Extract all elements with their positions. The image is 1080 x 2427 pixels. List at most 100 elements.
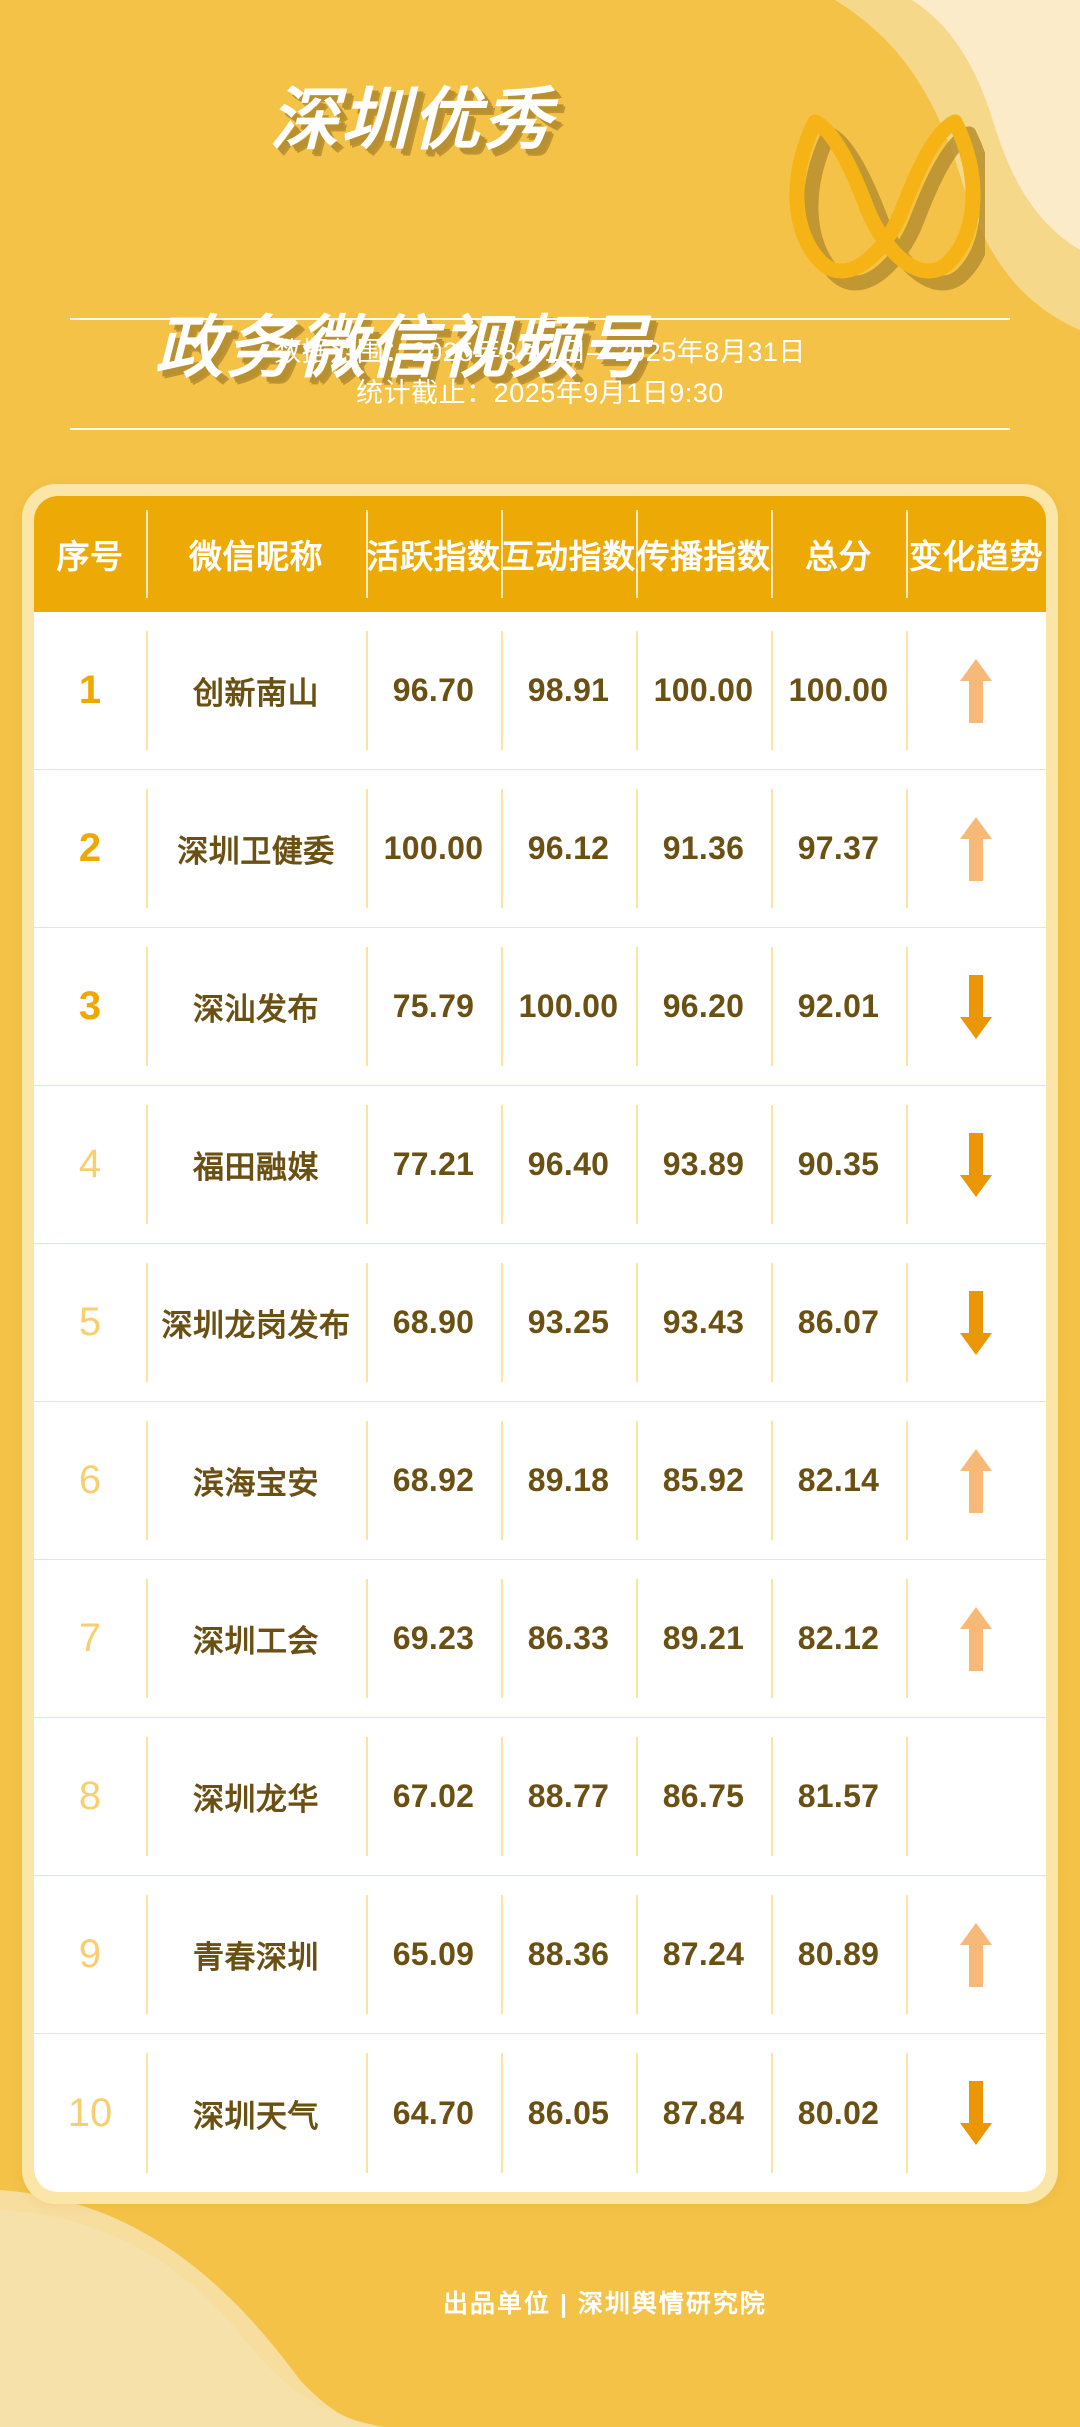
cell-activity-index: 96.70 [366, 612, 501, 769]
column-header-rank: 序号 [56, 538, 124, 575]
cell-name: 深圳龙岗发布 [146, 1244, 366, 1401]
cell-total-score: 100.00 [771, 612, 906, 769]
cell-interaction-index: 100.00 [501, 928, 636, 1085]
account-name: 深圳龙岗发布 [161, 1308, 351, 1343]
cell-spread-index: 96.20 [636, 928, 771, 1085]
total-score-value: 81.57 [797, 1778, 880, 1814]
table-row: 7 深圳工会 69.23 86.33 89.21 82.12 [34, 1560, 1046, 1718]
cell-interaction-index: 88.36 [501, 1876, 636, 2033]
trend-up-arrow-icon [959, 1447, 993, 1515]
cell-rank: 1 [34, 612, 146, 769]
table-row: 8 深圳龙华 67.02 88.77 86.75 81.57 [34, 1718, 1046, 1876]
table-header-row: 序号 微信昵称 活跃指数 互动指数 传播指数 总分 变化趋势 [34, 496, 1046, 612]
poster-header: 深圳优秀 政务微信视频号 数据范围：2025年8月1日—2025年 [0, 0, 1080, 470]
table-row: 9 青春深圳 65.09 88.36 87.24 80.89 [34, 1876, 1046, 2034]
cell-interaction-index: 86.05 [501, 2034, 636, 2192]
cell-trend [906, 1876, 1046, 2033]
trend-down-arrow-icon [959, 2079, 993, 2147]
cell-trend [906, 770, 1046, 927]
total-score-value: 86.07 [797, 1304, 880, 1340]
cell-name: 滨海宝安 [146, 1402, 366, 1559]
account-name: 青春深圳 [193, 1940, 319, 1975]
account-name: 创新南山 [193, 676, 319, 711]
spread-index-value: 87.24 [662, 1936, 745, 1972]
total-score-value: 97.37 [797, 830, 880, 866]
cell-activity-index: 75.79 [366, 928, 501, 1085]
column-header-activity: 活跃指数 [366, 496, 501, 612]
trend-up-arrow-icon [959, 1605, 993, 1673]
account-name: 深圳工会 [193, 1624, 319, 1659]
cell-interaction-index: 86.33 [501, 1560, 636, 1717]
trend-up-arrow-icon [959, 1921, 993, 1989]
activity-index-value: 68.90 [392, 1304, 475, 1340]
cell-rank: 6 [34, 1402, 146, 1559]
account-name: 滨海宝安 [193, 1466, 319, 1501]
cell-total-score: 80.89 [771, 1876, 906, 2033]
cell-rank: 2 [34, 770, 146, 927]
interaction-index-value: 88.36 [527, 1936, 610, 1972]
rank-value: 2 [78, 826, 102, 870]
cell-rank: 3 [34, 928, 146, 1085]
cell-name: 深圳天气 [146, 2034, 366, 2192]
cell-activity-index: 64.70 [366, 2034, 501, 2192]
cell-total-score: 97.37 [771, 770, 906, 927]
rank-value: 5 [78, 1300, 102, 1344]
rank-value: 6 [78, 1458, 102, 1502]
meta-text: 数据范围：2025年8月1日—2025年8月31日 统计截止：2025年9月1日… [70, 320, 1010, 428]
activity-index-value: 64.70 [392, 2094, 475, 2131]
column-header-name: 微信昵称 [146, 496, 366, 612]
column-header-spread: 传播指数 [636, 496, 771, 612]
total-score-value: 100.00 [788, 672, 889, 708]
poster-footer: 出品单位 | 深圳舆情研究院 [0, 2284, 1080, 2320]
spread-index-value: 89.21 [662, 1620, 745, 1656]
column-header-trend: 变化趋势 [906, 496, 1046, 612]
trend-down-arrow-icon [959, 1289, 993, 1357]
cell-name: 青春深圳 [146, 1876, 366, 2033]
spread-index-value: 87.84 [662, 2094, 745, 2131]
spread-index-value: 93.43 [662, 1304, 745, 1340]
trend-up-arrow-icon [959, 657, 993, 725]
cell-activity-index: 67.02 [366, 1718, 501, 1875]
table-row: 10 深圳天气 64.70 86.05 87.84 80.02 [34, 2034, 1046, 2192]
cell-name: 深圳卫健委 [146, 770, 366, 927]
activity-index-value: 100.00 [383, 830, 484, 866]
interaction-index-value: 98.91 [527, 672, 610, 708]
activity-index-value: 67.02 [392, 1778, 475, 1814]
activity-index-value: 69.23 [392, 1620, 475, 1656]
cell-interaction-index: 96.12 [501, 770, 636, 927]
table-row: 1 创新南山 96.70 98.91 100.00 100.00 [34, 612, 1046, 770]
total-score-value: 80.02 [797, 2094, 880, 2131]
interaction-index-value: 93.25 [527, 1304, 610, 1340]
cell-total-score: 86.07 [771, 1244, 906, 1401]
activity-index-value: 68.92 [392, 1462, 475, 1498]
cell-spread-index: 93.43 [636, 1244, 771, 1401]
title-block: 深圳优秀 政务微信视频号 [0, 60, 1080, 382]
table-row: 3 深汕发布 75.79 100.00 96.20 92.01 [34, 928, 1046, 1086]
trend-down-arrow-icon [959, 973, 993, 1041]
activity-index-value: 96.70 [392, 672, 475, 708]
cell-interaction-index: 98.91 [501, 612, 636, 769]
table-row: 6 滨海宝安 68.92 89.18 85.92 82.14 [34, 1402, 1046, 1560]
rank-value: 7 [78, 1616, 102, 1660]
cell-name: 深汕发布 [146, 928, 366, 1085]
cell-name: 创新南山 [146, 612, 366, 769]
rank-value: 3 [78, 984, 102, 1028]
cell-rank: 4 [34, 1086, 146, 1243]
ranking-table: 序号 微信昵称 活跃指数 互动指数 传播指数 总分 变化趋势 1 创新南山 96.7… [34, 496, 1046, 2192]
cell-rank: 9 [34, 1876, 146, 2033]
cell-spread-index: 86.75 [636, 1718, 771, 1875]
trend-down-arrow-icon [959, 1131, 993, 1199]
spread-index-value: 85.92 [662, 1462, 745, 1498]
account-name: 深圳天气 [193, 2098, 319, 2134]
data-range-label: 数据范围：2025年8月1日—2025年8月31日 [274, 337, 806, 367]
table-row: 5 深圳龙岗发布 68.90 93.25 93.43 86.07 [34, 1244, 1046, 1402]
page-title-line-1: 深圳优秀 [270, 82, 555, 158]
meta-rule-top [70, 318, 1010, 320]
cell-activity-index: 100.00 [366, 770, 501, 927]
interaction-index-value: 86.05 [527, 2094, 610, 2131]
cell-activity-index: 68.92 [366, 1402, 501, 1559]
rank-value: 1 [78, 668, 102, 712]
cell-rank: 10 [34, 2034, 146, 2192]
cell-total-score: 80.02 [771, 2034, 906, 2192]
cell-total-score: 92.01 [771, 928, 906, 1085]
